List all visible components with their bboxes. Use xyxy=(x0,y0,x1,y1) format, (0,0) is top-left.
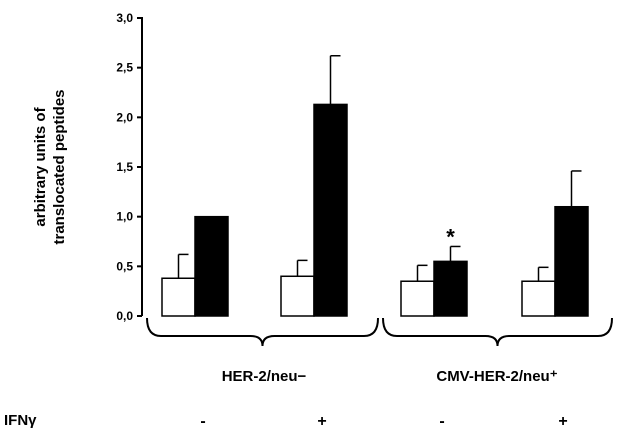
annotations: * xyxy=(446,224,455,249)
ifn-sign: + xyxy=(317,413,326,430)
bar xyxy=(280,275,315,317)
y-tick-label: 1,5 xyxy=(116,160,133,174)
bar xyxy=(161,277,196,317)
group-braces xyxy=(146,317,613,347)
ifn-sign: - xyxy=(200,413,205,430)
error-bars xyxy=(177,54,582,282)
significance-marker: * xyxy=(446,224,455,249)
ifn-row: IFNγ - + - + xyxy=(4,412,568,430)
bars xyxy=(161,103,589,317)
y-axis: 0,0 0,5 1,0 1,5 2,0 2,5 3,0 xyxy=(116,11,143,323)
y-tick-label: 0,0 xyxy=(116,309,133,323)
y-tick-label: 1,0 xyxy=(116,210,133,224)
bar xyxy=(400,280,435,317)
bar xyxy=(521,280,556,317)
group-label: CMV-HER-2/neu⁺ xyxy=(436,368,557,385)
y-tick-label: 2,0 xyxy=(116,110,133,124)
group-label: HER-2/neu− xyxy=(222,368,307,385)
bar xyxy=(433,260,468,317)
y-axis-label-line: translocated peptides xyxy=(51,89,68,244)
y-tick-label: 0,5 xyxy=(116,259,133,273)
ifn-row-label: IFNγ xyxy=(4,412,37,429)
y-tick-label: 3,0 xyxy=(116,11,133,25)
y-axis-label: arbitrary units of translocated peptides xyxy=(32,89,68,244)
y-axis-label-line: arbitrary units of xyxy=(32,106,49,226)
group-labels: HER-2/neu− CMV-HER-2/neu⁺ xyxy=(222,368,558,385)
ifn-sign: + xyxy=(558,413,567,430)
y-tick-label: 2,5 xyxy=(116,61,133,75)
ifn-sign: - xyxy=(439,413,444,430)
group-brace xyxy=(382,317,613,347)
bar xyxy=(554,205,589,317)
group-brace xyxy=(146,317,379,347)
bar xyxy=(194,215,229,317)
bar xyxy=(313,103,348,317)
